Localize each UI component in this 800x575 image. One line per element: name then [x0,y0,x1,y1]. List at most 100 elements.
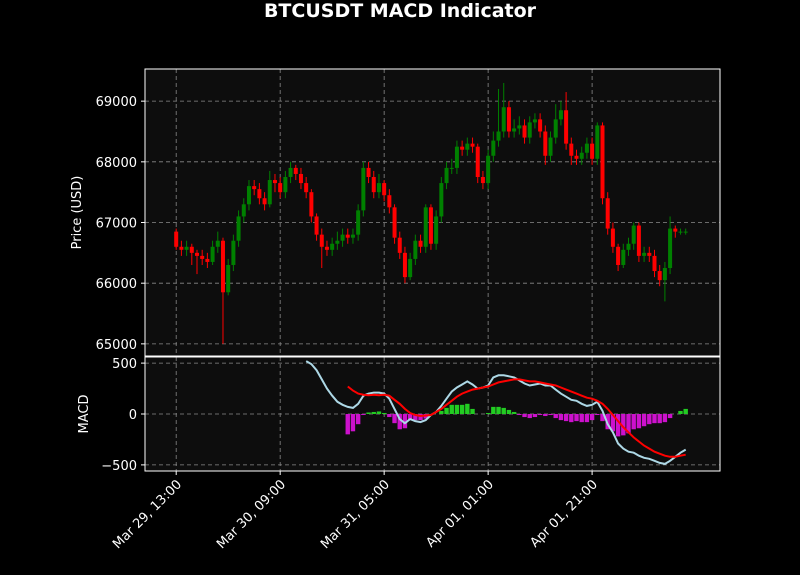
candle-body [491,140,496,156]
candle-body [413,240,418,259]
candle-body [402,252,407,278]
histogram-bar [407,414,413,421]
candle-body [553,119,558,138]
y-tick-label: 66000 [96,277,137,292]
candle-body [532,119,537,123]
candle-body [548,137,553,156]
histogram-bar [543,414,548,417]
candle-body [579,152,584,159]
candle-body [584,143,589,153]
y-tick-label: 68000 [96,156,137,171]
candle-body [662,268,667,281]
y-tick-label: −500 [101,459,137,474]
histogram-bar [387,414,392,418]
candle-body [408,258,413,278]
candle-body [189,246,194,253]
histogram-bar [366,412,371,414]
candle-body [527,122,532,138]
histogram-bar [610,414,616,432]
histogram-bar [459,404,465,414]
histogram-bar [595,414,600,416]
histogram-bar [553,414,558,419]
histogram-bar [381,412,387,414]
histogram-bar [355,414,361,425]
candle-body [324,246,329,250]
histogram-bar [376,411,382,414]
candle-body [371,177,376,193]
candle-body [246,186,251,205]
candle-body [486,155,491,184]
candle-body [631,225,636,244]
histogram-bar [589,414,595,421]
candle-body [340,234,345,241]
histogram-bar [647,414,652,425]
candle-body [231,240,236,265]
candle-body [200,255,205,259]
y-axis-label: Price (USD) [70,176,85,250]
candle-body [647,252,652,256]
y-tick-label: 500 [112,357,137,372]
candle-body [668,228,673,269]
histogram-bar [615,414,621,437]
histogram-bar [574,414,579,422]
candle-body [423,207,428,247]
histogram-bar [652,414,657,424]
candle-body [683,231,688,233]
candle-body [220,240,225,293]
candle-body [205,258,210,262]
histogram-bar [501,407,506,414]
candle-body [470,143,475,147]
candle-body [558,110,563,120]
candle-body [319,234,324,247]
candle-body [262,198,267,205]
candle-body [465,143,470,150]
candle-body [460,146,465,150]
candle-body [179,246,184,250]
histogram-bar [439,410,444,414]
candle-body [564,110,569,144]
candle-body [392,207,397,238]
histogram-bar [397,414,402,430]
candle-body [335,240,340,244]
y-tick-label: 65000 [96,338,137,353]
candle-body [610,228,615,247]
histogram-bar [584,414,590,423]
plot-frame [144,68,721,357]
candle-body [595,125,600,159]
chart-title: BTCUSDT MACD Indicator [264,0,537,22]
candle-body [512,128,517,132]
histogram-bar [465,403,470,414]
y-tick-label: 69000 [96,95,137,110]
candle-body [522,125,527,138]
candle-body [657,271,662,281]
y-tick-label: 67000 [96,217,137,232]
histogram-bar [683,408,688,414]
candle-body [376,183,381,193]
candle-body [278,183,283,193]
candle-body [330,243,335,250]
candle-body [304,183,309,193]
histogram-bar [678,410,683,414]
candle-body [538,119,543,132]
candle-body [309,192,314,217]
candle-body [434,216,439,244]
candle-body [480,177,485,184]
candle-body [574,155,579,159]
histogram-bar [522,414,527,418]
candle-body [361,167,366,211]
histogram-bar [496,406,501,414]
candle-body [298,173,303,184]
candle-body [293,167,298,174]
histogram-bar [392,414,397,424]
candle-body [397,237,402,253]
candle-body [454,146,459,168]
candle-body [314,216,319,235]
candle-body [439,183,444,217]
candle-body [605,198,610,229]
candle-body [517,125,522,129]
candle-body [652,255,657,272]
candle-body [626,243,631,250]
candle-body [418,240,423,247]
candle-body [236,216,241,241]
